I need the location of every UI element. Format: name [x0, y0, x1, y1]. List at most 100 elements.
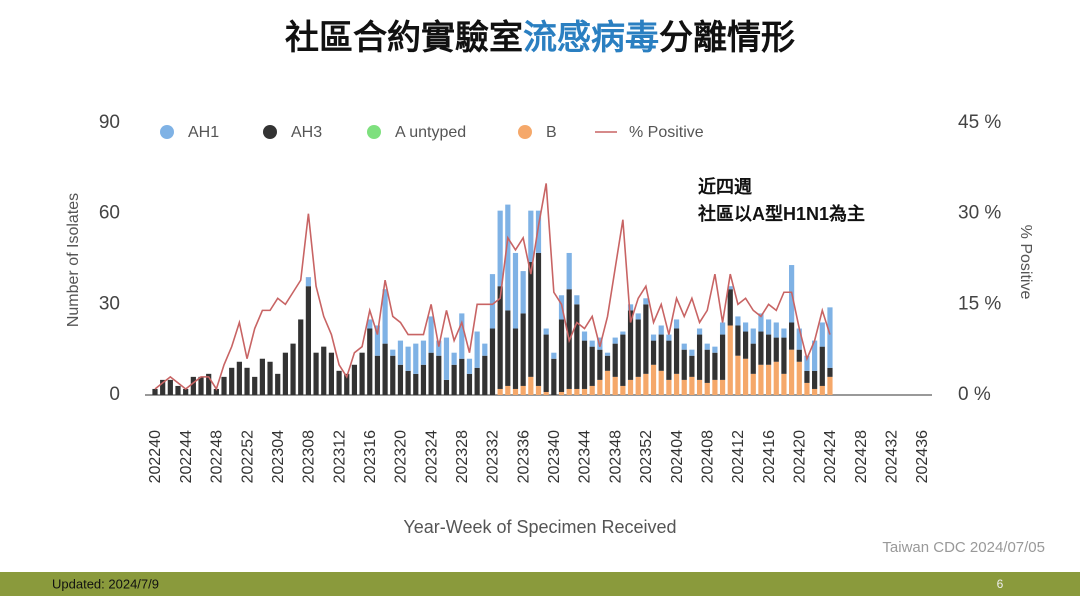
x-tick-label: 202336 — [515, 430, 532, 483]
bar-segment — [436, 355, 442, 395]
y-tick-label: 30 — [99, 293, 120, 314]
bar-segment — [420, 340, 427, 365]
bar-segment — [566, 388, 572, 395]
bar-segment — [482, 343, 488, 356]
bar-segment — [597, 349, 603, 380]
bar-segment — [742, 358, 749, 395]
bar-segment — [543, 391, 549, 395]
legend-label: % Positive — [629, 124, 704, 141]
title-part: 流感病毒 — [523, 19, 659, 57]
bar-segment — [413, 343, 419, 374]
bar-segment — [198, 376, 204, 395]
x-tick-label: 202416 — [761, 430, 778, 483]
bar-segment — [735, 316, 741, 326]
bar-segment — [589, 385, 595, 395]
bar-segment — [505, 385, 511, 395]
bar-segment — [520, 385, 526, 395]
bar-segment — [382, 343, 388, 395]
bar-segment — [766, 364, 772, 395]
line — [154, 183, 831, 391]
x-tick-label: 202248 — [209, 430, 226, 483]
bar-segment — [183, 388, 189, 395]
bar-segment — [696, 379, 703, 395]
bar-segment — [681, 349, 687, 380]
bar-segment — [719, 379, 726, 395]
bar-segment — [551, 352, 557, 359]
legend-label: AH3 — [291, 124, 322, 141]
bar-segment — [290, 343, 296, 395]
bar-segment — [428, 352, 434, 395]
bar-segment — [459, 358, 465, 395]
bar-segment — [535, 385, 542, 395]
bar-segment — [535, 252, 542, 386]
bar-segment — [313, 352, 319, 395]
bar-segment — [213, 388, 219, 395]
bar-segment — [612, 376, 618, 395]
x-tick-label: 202412 — [730, 430, 747, 483]
bar-segment — [344, 373, 350, 395]
bar-segment — [420, 364, 427, 395]
bar-segment — [696, 328, 703, 335]
x-tick-label: 202340 — [546, 430, 563, 483]
bar-segment — [696, 334, 703, 380]
bar-segment — [635, 313, 641, 320]
y2-tick-label: 45 % — [958, 112, 1001, 133]
bar-segment — [766, 319, 772, 335]
bar-segment — [781, 337, 787, 374]
bar-segment — [712, 352, 718, 380]
page-number: 6 — [997, 577, 1004, 591]
bar-segment — [466, 358, 473, 374]
bar-segment — [735, 355, 741, 395]
bar-segment — [351, 364, 358, 395]
bar-segment — [750, 373, 756, 395]
bar-segment — [650, 340, 657, 365]
bar-segment — [374, 325, 381, 356]
bar-segment — [497, 210, 503, 287]
bar-segment — [796, 328, 802, 350]
legend-swatch — [518, 125, 532, 139]
bar-segment — [758, 364, 764, 395]
bar-segment — [497, 286, 503, 389]
bar-segment — [604, 370, 611, 395]
bar-segment — [551, 358, 557, 395]
bar-segment — [643, 304, 649, 374]
bar-segment — [451, 364, 457, 395]
bar-segment — [773, 337, 779, 362]
y-axis-label: Number of Isolates — [65, 193, 82, 327]
bar-segment — [819, 346, 825, 386]
x-tick-label: 202332 — [485, 430, 502, 483]
bar-segment — [643, 373, 649, 395]
bar-segment — [397, 340, 404, 365]
x-tick-label: 202324 — [423, 430, 440, 483]
bar-segment — [160, 379, 166, 395]
bar-segment — [275, 373, 281, 395]
bar-segment — [336, 370, 342, 395]
bar-segment — [773, 361, 779, 395]
bar-segment — [305, 286, 311, 395]
bar-segment — [489, 328, 496, 395]
bar-segment — [781, 328, 787, 338]
bar-segment — [658, 370, 664, 395]
bar-segment — [543, 334, 549, 392]
bar-segment — [727, 325, 733, 395]
bar-segment — [252, 376, 258, 395]
bar-segment — [804, 355, 810, 371]
x-tick-label: 202420 — [791, 430, 808, 483]
legend-label: AH1 — [188, 124, 219, 141]
bar-segment — [689, 376, 695, 395]
y2-axis-label: % Positive — [1017, 225, 1034, 300]
footer: Updated: 2024/7/9 — [52, 576, 159, 591]
bar-segment — [558, 391, 565, 395]
x-tick-label: 202304 — [270, 430, 287, 483]
x-tick-label: 202424 — [822, 430, 839, 483]
bar-segment — [520, 271, 526, 314]
bar-segment — [512, 252, 519, 329]
annotation: 近四週 — [698, 176, 752, 197]
x-tick-label: 202244 — [178, 430, 195, 483]
bar-segment — [742, 322, 749, 332]
bar-segment — [789, 322, 795, 350]
bar-segment — [474, 331, 480, 368]
bar-segment — [827, 307, 833, 368]
bar-segment — [627, 310, 634, 380]
